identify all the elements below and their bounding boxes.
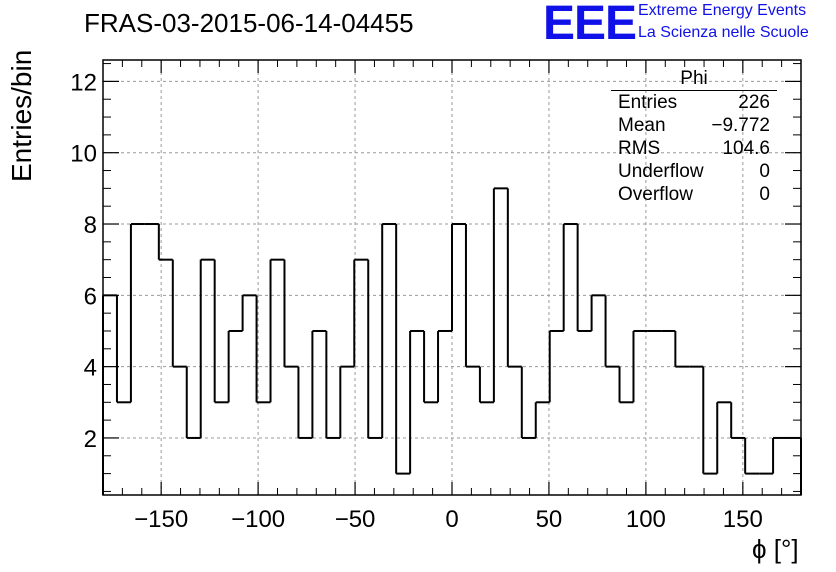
y-tick-label: 6 bbox=[84, 283, 97, 310]
stats-row-rms: RMS 104.6 bbox=[611, 137, 777, 160]
axes: −150 −100 −50 0 50 100 150 2 4 6 8 10 12 bbox=[70, 59, 802, 533]
stats-row-overflow: Overflow 0 bbox=[611, 183, 777, 206]
x-tick-label: 50 bbox=[536, 506, 563, 533]
y-tick-label: 12 bbox=[70, 69, 97, 96]
chart-title: FRAS-03-2015-06-14-04455 bbox=[84, 8, 414, 38]
y-tick-label: 10 bbox=[70, 141, 97, 168]
stats-label: Underflow bbox=[618, 161, 704, 182]
stats-box: Phi Entries 226 Mean −9.772 RMS 104.6 Un… bbox=[611, 68, 777, 206]
stats-row-mean: Mean −9.772 bbox=[611, 114, 777, 137]
stats-row-underflow: Underflow 0 bbox=[611, 160, 777, 183]
stats-label: Mean bbox=[618, 115, 666, 136]
x-tick-label: −100 bbox=[231, 506, 285, 533]
logo-caption-line1: Extreme Energy Events bbox=[638, 2, 807, 19]
stats-row-entries: Entries 226 bbox=[611, 91, 777, 114]
y-axis-label: Entries/bin bbox=[6, 49, 37, 182]
x-tick-label: −150 bbox=[134, 506, 188, 533]
y-tick-label: 8 bbox=[84, 212, 97, 239]
eee-logo: EEE bbox=[543, 0, 637, 50]
y-tick-label: 4 bbox=[84, 355, 97, 382]
stats-value: 104.6 bbox=[722, 138, 770, 159]
histogram-bars bbox=[102, 187, 802, 495]
stats-title: Phi bbox=[611, 68, 777, 91]
y-tick-label: 2 bbox=[84, 426, 97, 453]
stats-label: Entries bbox=[618, 92, 678, 113]
stats-value: 0 bbox=[759, 161, 770, 182]
stats-label: RMS bbox=[618, 138, 661, 159]
x-tick-label: −50 bbox=[335, 506, 376, 533]
x-tick-label: 0 bbox=[445, 506, 458, 533]
stats-label: Overflow bbox=[618, 184, 693, 205]
logo-caption-line2: La Scienza nelle Scuole bbox=[638, 24, 809, 41]
x-tick-label: 150 bbox=[723, 506, 763, 533]
x-axis-label: ϕ [°] bbox=[752, 534, 799, 564]
x-tick-label: 100 bbox=[626, 506, 666, 533]
stats-value: 226 bbox=[738, 92, 770, 113]
stats-value: −9.772 bbox=[711, 115, 770, 136]
stats-value: 0 bbox=[759, 184, 770, 205]
